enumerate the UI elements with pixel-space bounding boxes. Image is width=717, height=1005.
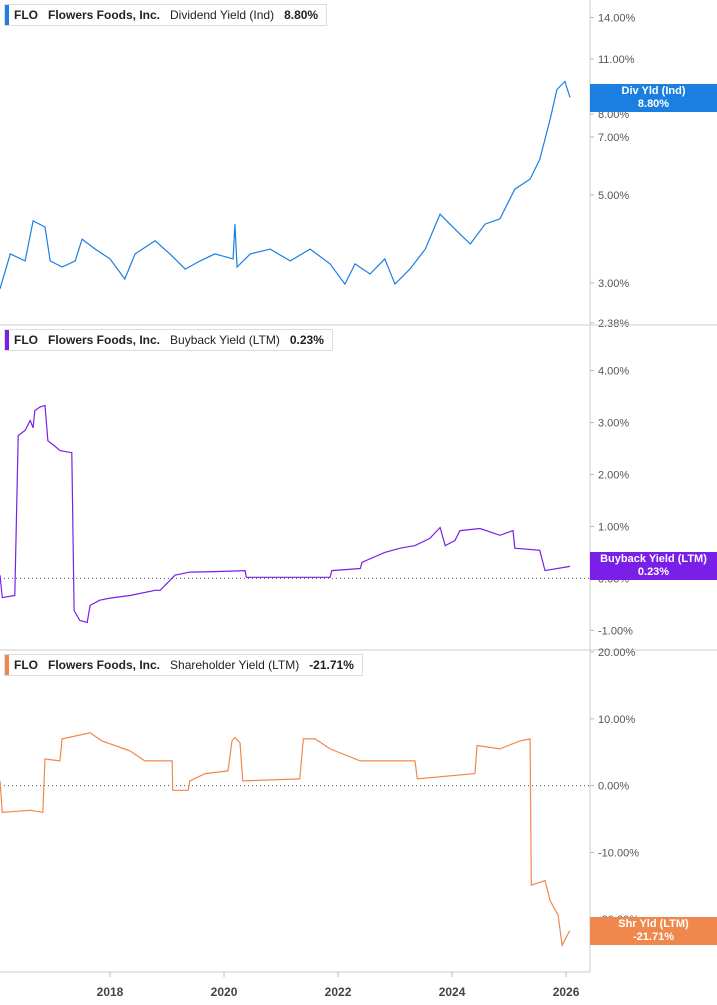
series-line [0,732,571,948]
x-tick-label: 2024 [439,985,466,999]
legend-swatch [5,5,9,25]
y-tick-label: 4.00% [598,366,629,378]
current-value: 0.23% [289,333,324,347]
ticker: FLO [14,8,38,22]
y-tick-label: 8.00% [598,109,629,121]
ticker: FLO [14,333,38,347]
y-tick-label: 10.00% [598,714,636,726]
y-tick-label: 3.00% [598,278,629,290]
legend: FLO Flowers Foods, Inc. Dividend Yield (In… [4,4,328,26]
legend: FLO Flowers Foods, Inc. Buyback Yield (LTM… [4,329,333,351]
y-tick-label: 0.00% [598,781,629,793]
value-badge: Buyback Yield (LTM) 0.23% [590,552,717,581]
badge-value: 0.23% [637,566,670,579]
series-line [0,80,571,289]
value-badge: Div Yld (Ind) 8.80% [590,83,717,112]
company: Flowers Foods, Inc. [48,8,161,22]
badge-value: 8.80% [637,97,670,110]
y-tick-label: 1.00% [598,521,629,533]
y-tick-label: 5.00% [598,190,629,202]
metric: Dividend Yield (Ind) [170,8,275,22]
company: Flowers Foods, Inc. [48,333,161,347]
legend: FLO Flowers Foods, Inc. Shareholder Yield … [4,654,363,676]
y-tick-label: 2.38% [598,318,629,330]
series-line [0,404,571,624]
legend-swatch [5,330,9,350]
y-tick-label: 3.00% [598,418,629,430]
badge-label: Div Yld (Ind) [621,84,686,97]
badge-label: Shr Yld (LTM) [618,917,689,930]
x-tick-label: 2020 [211,985,238,999]
metric: Shareholder Yield (LTM) [170,658,300,672]
y-tick-label: 2.00% [598,470,629,482]
y-tick-label: -10.00% [598,847,639,859]
x-tick-label: 2018 [97,985,124,999]
company: Flowers Foods, Inc. [48,658,161,672]
y-tick-label: 11.00% [598,54,635,66]
x-tick-label: 2026 [553,985,580,999]
value-badge: Shr Yld (LTM) -21.71% [590,916,717,945]
y-tick-label: 7.00% [598,132,629,144]
y-tick-label: -1.00% [598,625,633,637]
y-tick-label: 14.00% [598,13,636,25]
badge-label: Buyback Yield (LTM) [600,553,707,566]
current-value: -21.71% [309,658,354,672]
badge-value: -21.71% [633,930,674,943]
y-tick-label: 20.00% [598,647,636,659]
metric: Buyback Yield (LTM) [170,333,280,347]
ticker: FLO [14,658,38,672]
x-tick-label: 2022 [325,985,352,999]
legend-swatch [5,655,9,675]
current-value: 8.80% [284,8,319,22]
